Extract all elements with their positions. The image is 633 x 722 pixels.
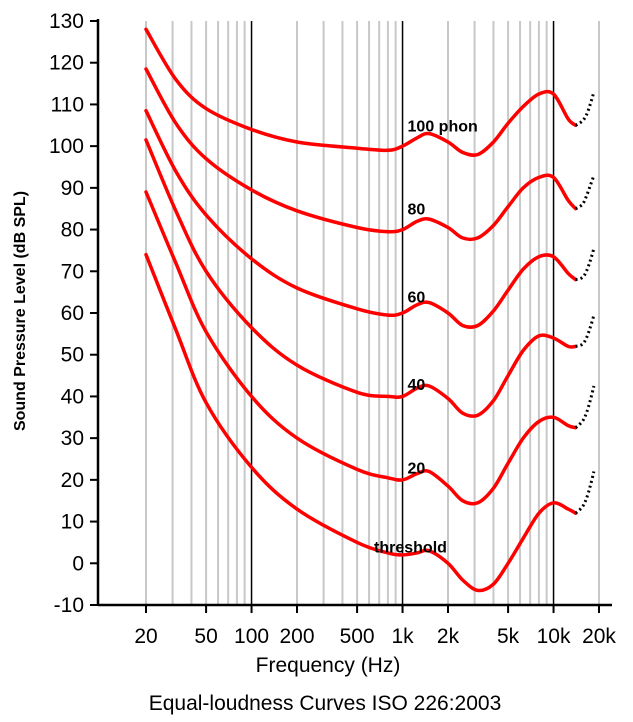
curve-series-2 — [144, 108, 578, 329]
y-axis-title: Sound Pressure Level (dB SPL) — [12, 191, 29, 431]
curve-extrapolation-3 — [575, 314, 596, 348]
curve-label: 40 — [408, 377, 426, 394]
x-tick-label: 2k — [437, 625, 460, 648]
y-tick-label: 110 — [51, 93, 84, 116]
y-tick-label: 20 — [61, 469, 84, 492]
curve-extrapolation-5 — [574, 471, 596, 515]
curve-extrapolation-1 — [574, 174, 596, 211]
y-tick-label: 30 — [61, 427, 84, 450]
y-tick-label: 80 — [61, 219, 84, 242]
x-tick-label: 10k — [537, 625, 571, 648]
y-tick-label: 130 — [49, 10, 84, 33]
y-tick-label: 40 — [61, 385, 84, 408]
x-tick-label: 500 — [340, 625, 375, 648]
y-tick-label: 90 — [61, 177, 84, 200]
chart-title: Equal-loudness Curves ISO 226:2003 — [149, 692, 502, 715]
x-tick-label: 1k — [391, 625, 414, 648]
y-tick-label: 10 — [61, 511, 84, 534]
curve-series-4 — [144, 190, 578, 506]
y-tick-label: 0 — [72, 552, 84, 575]
curve-label: 60 — [408, 289, 426, 306]
curve-series-5 — [144, 252, 578, 593]
x-tick-label: 20k — [582, 625, 616, 648]
curve-series-3 — [144, 138, 578, 418]
curve-labels: 100 phon 80 60 40 20 threshold — [374, 118, 478, 556]
y-tick-label: 120 — [49, 52, 84, 75]
curve-series-1 — [144, 67, 578, 242]
curve-label: 80 — [408, 202, 426, 219]
y-tick-label: 70 — [61, 260, 84, 283]
y-tick-label: 60 — [61, 302, 84, 325]
y-tick-label: -10 — [54, 594, 84, 617]
y-tick-label: 50 — [61, 344, 84, 367]
x-tick-label: 5k — [497, 625, 520, 648]
x-axis-title: Frequency (Hz) — [256, 654, 401, 677]
curve-extrapolation-0 — [574, 91, 596, 127]
curve-series-0 — [144, 27, 578, 157]
curves-layer — [144, 27, 596, 593]
curve-extrapolation-2 — [575, 247, 596, 282]
x-tick-label: 50 — [194, 625, 217, 648]
x-tick-labels: 20 50 100 200 500 1k 2k 5k 10k 20k — [134, 605, 616, 648]
curve-label: 20 — [408, 460, 426, 477]
x-tick-label: 20 — [134, 625, 157, 648]
y-tick-label: 100 — [49, 135, 84, 158]
curve-label: 100 phon — [408, 118, 478, 135]
curve-label: threshold — [374, 540, 447, 557]
x-tick-label: 100 — [234, 625, 269, 648]
curve-extrapolation-4 — [574, 385, 596, 429]
x-tick-label: 200 — [279, 625, 314, 648]
